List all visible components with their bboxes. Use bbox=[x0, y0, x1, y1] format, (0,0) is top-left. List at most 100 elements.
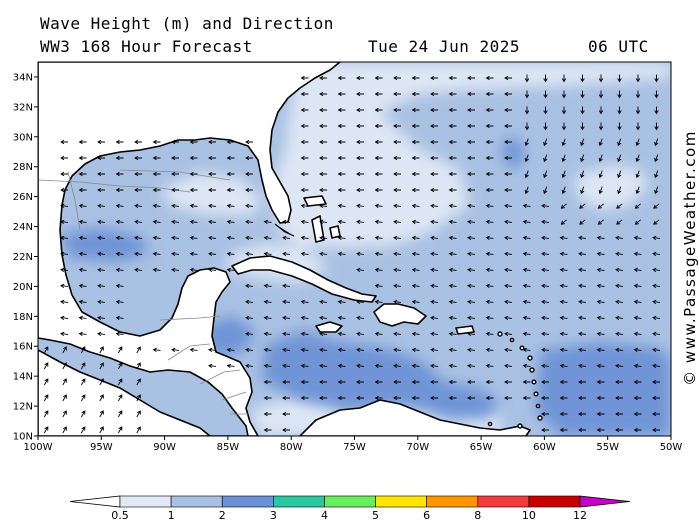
wave-arrow bbox=[524, 138, 529, 147]
wave-arrow bbox=[136, 378, 141, 386]
wave-arrow bbox=[448, 283, 457, 289]
wave-arrow bbox=[208, 363, 217, 369]
wave-arrow bbox=[226, 363, 235, 369]
wave-arrow bbox=[152, 219, 161, 225]
wave-arrow bbox=[617, 106, 622, 115]
wave-arrow bbox=[467, 155, 475, 161]
wave-arrow bbox=[356, 219, 365, 225]
wave-arrow bbox=[300, 299, 309, 305]
wave-arrow bbox=[598, 154, 603, 163]
wave-arrow bbox=[504, 251, 513, 257]
wave-arrow bbox=[80, 394, 86, 402]
wave-arrow bbox=[152, 203, 161, 209]
wave-arrow bbox=[411, 187, 420, 193]
wave-arrow bbox=[467, 267, 476, 273]
land bbox=[38, 62, 531, 436]
wave-arrow bbox=[374, 347, 383, 353]
lon-tick-label: 65W bbox=[470, 442, 493, 453]
wave-arrow bbox=[374, 363, 383, 369]
wave-arrow bbox=[189, 251, 198, 257]
wave-arrow bbox=[653, 219, 660, 225]
wave-arrow bbox=[226, 267, 235, 273]
wave-arrow bbox=[430, 91, 438, 97]
wave-arrow bbox=[60, 187, 68, 193]
wave-arrow bbox=[356, 203, 365, 209]
wave-arrow bbox=[448, 251, 457, 257]
wave-arrow bbox=[524, 154, 529, 163]
wave-arrow bbox=[635, 186, 640, 195]
lat-tick-label: 32N bbox=[13, 102, 33, 113]
wave-arrow bbox=[393, 219, 402, 225]
wave-arrow bbox=[561, 186, 566, 195]
wave-arrow bbox=[115, 219, 124, 225]
lat-tick-label: 26N bbox=[13, 192, 33, 203]
wave-arrow bbox=[467, 251, 476, 257]
wave-arrow bbox=[559, 315, 568, 321]
wave-arrow bbox=[561, 74, 567, 83]
wave-arrow bbox=[393, 187, 401, 193]
colorbar-segment bbox=[426, 495, 479, 508]
wave-arrow bbox=[263, 395, 272, 401]
wave-arrow bbox=[579, 203, 586, 209]
wave-arrow bbox=[226, 235, 235, 241]
wave-arrow bbox=[300, 139, 309, 145]
wave-arrow bbox=[97, 315, 106, 321]
wave-arrow bbox=[430, 107, 438, 113]
wave-arrow bbox=[430, 235, 439, 241]
wave-arrow bbox=[448, 395, 457, 401]
wave-arrow bbox=[356, 171, 364, 177]
wave-arrow bbox=[467, 299, 476, 305]
wave-arrow bbox=[617, 138, 622, 147]
wave-arrow bbox=[337, 363, 346, 369]
wave-arrow bbox=[430, 187, 438, 193]
wave-arrow bbox=[300, 75, 309, 81]
wave-arrow bbox=[448, 347, 457, 353]
wave-arrow bbox=[60, 219, 69, 225]
wave-arrow bbox=[541, 283, 550, 289]
wave-arrow bbox=[596, 235, 605, 241]
wave-arrow bbox=[356, 235, 365, 241]
wave-arrow bbox=[541, 235, 550, 241]
wave-arrow bbox=[97, 203, 106, 209]
wave-arrow bbox=[171, 235, 180, 241]
lat-tick-label: 10N bbox=[13, 432, 33, 443]
wave-arrow bbox=[115, 171, 124, 177]
wave-arrow bbox=[136, 394, 141, 402]
wave-arrow bbox=[578, 395, 586, 401]
wave-arrow bbox=[300, 363, 309, 369]
wave-arrow bbox=[467, 347, 476, 353]
wave-arrow bbox=[430, 219, 439, 225]
wave-arrow bbox=[543, 122, 548, 131]
lon-tick-label: 95W bbox=[90, 442, 113, 453]
wave-arrow bbox=[448, 331, 457, 337]
wave-arrow bbox=[97, 267, 106, 273]
wave-arrow bbox=[596, 379, 605, 385]
wave-arrow bbox=[561, 154, 566, 163]
wave-arrow bbox=[543, 186, 548, 195]
wave-arrow bbox=[652, 299, 661, 305]
wave-arrow bbox=[633, 395, 642, 401]
wave-arrow bbox=[171, 203, 180, 209]
wave-arrow bbox=[117, 378, 123, 386]
wave-arrow bbox=[522, 251, 531, 257]
wave-arrow bbox=[78, 267, 87, 273]
colorbar-label: 3 bbox=[270, 509, 277, 522]
wave-arrow bbox=[635, 170, 640, 179]
wave-arrow bbox=[78, 283, 87, 289]
wave-arrow bbox=[319, 155, 327, 161]
wave-arrow bbox=[282, 363, 291, 369]
wave-arrow bbox=[245, 203, 254, 209]
wave-arrow bbox=[504, 347, 513, 353]
wave-arrow bbox=[580, 186, 585, 195]
wave-arrow bbox=[78, 187, 87, 193]
wave-arrow bbox=[263, 235, 272, 241]
wave-arrow bbox=[356, 363, 365, 369]
lat-tick-label: 24N bbox=[13, 222, 33, 233]
wave-arrow bbox=[522, 267, 531, 273]
wave-arrow bbox=[485, 235, 494, 241]
wave-arrow bbox=[337, 75, 346, 81]
wave-arrow bbox=[504, 379, 512, 385]
wave-arrow bbox=[541, 395, 549, 401]
wave-arrow bbox=[467, 91, 475, 97]
wave-arrow bbox=[374, 155, 383, 161]
